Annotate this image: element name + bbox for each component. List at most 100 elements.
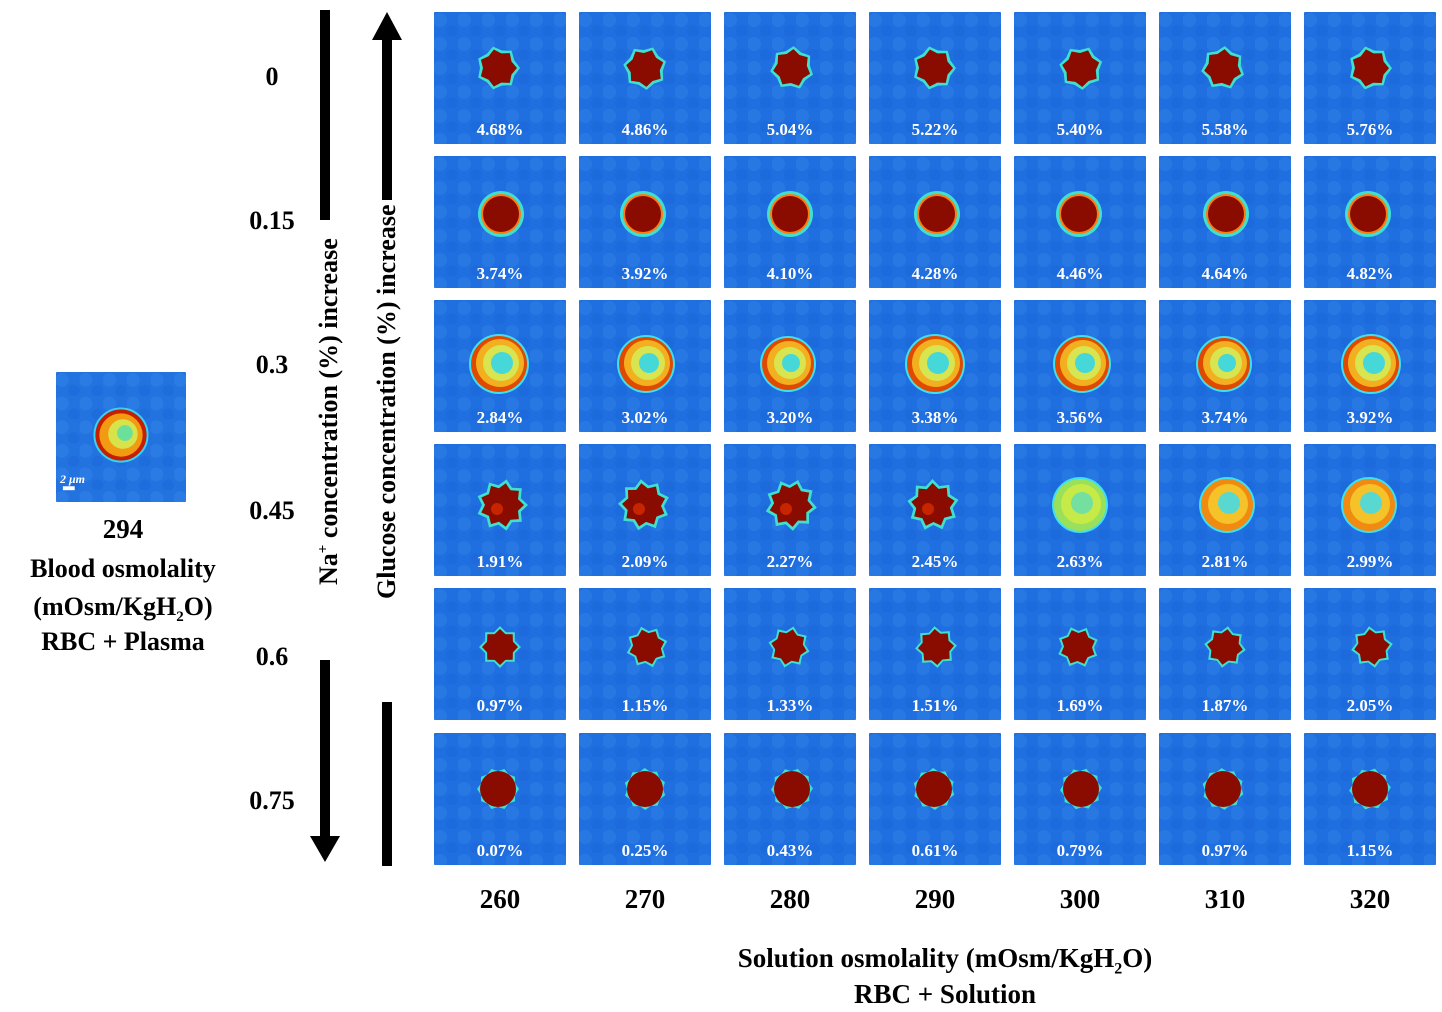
rbc-panel: 4.46%	[1014, 156, 1146, 288]
reference-value: 294	[0, 511, 246, 547]
concentration-label: 3.38%	[869, 408, 1001, 428]
rbc-panel: 2.99%	[1304, 444, 1436, 576]
rbc-panel: 0.07%	[434, 733, 566, 865]
concentration-label: 2.05%	[1304, 696, 1436, 716]
concentration-label: 4.86%	[579, 120, 711, 140]
rbc-panel: 2.05%	[1304, 588, 1436, 720]
concentration-label: 0.25%	[579, 841, 711, 861]
concentration-label: 4.28%	[869, 264, 1001, 284]
rbc-panel: 0.25%	[579, 733, 711, 865]
rbc-panel: 1.51%	[869, 588, 1001, 720]
reference-panel: 2 μm	[56, 372, 186, 502]
rbc-panel: 4.64%	[1159, 156, 1291, 288]
rbc-panel: 3.74%	[434, 156, 566, 288]
rbc-panel: 3.38%	[869, 300, 1001, 432]
concentration-label: 2.63%	[1014, 552, 1146, 572]
row-label: 0.3	[222, 350, 322, 380]
reference-label: Blood osmolality	[0, 551, 246, 587]
rbc-panel: 0.97%	[1159, 733, 1291, 865]
column-label: 300	[1014, 884, 1146, 915]
row-label: 0	[222, 62, 322, 92]
reference-condition: RBC + Plasma	[0, 624, 246, 660]
rbc-panel: 4.86%	[579, 12, 711, 144]
rbc-panel: 2.63%	[1014, 444, 1146, 576]
column-label: 270	[579, 884, 711, 915]
rbc-panel: 0.79%	[1014, 733, 1146, 865]
concentration-label: 0.97%	[434, 696, 566, 716]
concentration-label: 1.33%	[724, 696, 856, 716]
column-label: 320	[1304, 884, 1436, 915]
concentration-label: 0.61%	[869, 841, 1001, 861]
rbc-panel: 4.82%	[1304, 156, 1436, 288]
column-label: 310	[1159, 884, 1291, 915]
x-axis-subtitle: RBC + Solution	[565, 976, 1325, 1012]
rbc-panel: 1.33%	[724, 588, 856, 720]
concentration-label: 3.02%	[579, 408, 711, 428]
rbc-panel: 1.87%	[1159, 588, 1291, 720]
rbc-panel: 2.09%	[579, 444, 711, 576]
rbc-panel: 2.45%	[869, 444, 1001, 576]
row-label: 0.6	[222, 642, 322, 672]
concentration-label: 4.82%	[1304, 264, 1436, 284]
rbc-panel: 5.76%	[1304, 12, 1436, 144]
concentration-label: 4.10%	[724, 264, 856, 284]
rbc-panel: 0.43%	[724, 733, 856, 865]
concentration-label: 0.07%	[434, 841, 566, 861]
rbc-panel: 1.69%	[1014, 588, 1146, 720]
row-label: 0.45	[222, 496, 322, 526]
row-label: 0.75	[222, 786, 322, 816]
rbc-panel: 5.58%	[1159, 12, 1291, 144]
rbc-panel: 4.28%	[869, 156, 1001, 288]
scale-bar-label: 2 μm	[60, 472, 85, 487]
concentration-label: 4.46%	[1014, 264, 1146, 284]
concentration-label: 2.09%	[579, 552, 711, 572]
rbc-panel: 2.81%	[1159, 444, 1291, 576]
rbc-panel: 2.84%	[434, 300, 566, 432]
rbc-panel: 3.92%	[579, 156, 711, 288]
na-axis-label: Na+ concentration (%) increase	[314, 295, 344, 585]
concentration-label: 3.74%	[434, 264, 566, 284]
concentration-label: 5.76%	[1304, 120, 1436, 140]
rbc-panel: 1.15%	[579, 588, 711, 720]
concentration-label: 2.27%	[724, 552, 856, 572]
concentration-label: 5.58%	[1159, 120, 1291, 140]
rbc-panel: 3.20%	[724, 300, 856, 432]
concentration-label: 1.15%	[1304, 841, 1436, 861]
rbc-panel: 5.40%	[1014, 12, 1146, 144]
column-label: 290	[869, 884, 1001, 915]
concentration-label: 5.40%	[1014, 120, 1146, 140]
rbc-panel: 3.92%	[1304, 300, 1436, 432]
concentration-label: 5.04%	[724, 120, 856, 140]
column-label: 280	[724, 884, 856, 915]
column-label: 260	[434, 884, 566, 915]
rbc-panel: 0.97%	[434, 588, 566, 720]
concentration-label: 3.92%	[579, 264, 711, 284]
concentration-label: 4.68%	[434, 120, 566, 140]
concentration-label: 3.56%	[1014, 408, 1146, 428]
rbc-panel: 2.27%	[724, 444, 856, 576]
rbc-panel: 3.02%	[579, 300, 711, 432]
concentration-label: 0.43%	[724, 841, 856, 861]
rbc-panel: 5.04%	[724, 12, 856, 144]
concentration-label: 0.79%	[1014, 841, 1146, 861]
concentration-label: 1.69%	[1014, 696, 1146, 716]
concentration-label: 2.81%	[1159, 552, 1291, 572]
concentration-label: 4.64%	[1159, 264, 1291, 284]
glucose-axis-label: Glucose concentration (%) increase	[372, 279, 402, 599]
concentration-label: 5.22%	[869, 120, 1001, 140]
rbc-panel: 5.22%	[869, 12, 1001, 144]
concentration-label: 1.15%	[579, 696, 711, 716]
rbc-panel: 0.61%	[869, 733, 1001, 865]
rbc-panel: 1.91%	[434, 444, 566, 576]
concentration-label: 0.97%	[1159, 841, 1291, 861]
rbc-panel: 4.10%	[724, 156, 856, 288]
rbc-panel: 4.68%	[434, 12, 566, 144]
concentration-label: 1.91%	[434, 552, 566, 572]
rbc-panel: 3.56%	[1014, 300, 1146, 432]
concentration-label: 2.99%	[1304, 552, 1436, 572]
rbc-panel: 3.74%	[1159, 300, 1291, 432]
concentration-label: 2.45%	[869, 552, 1001, 572]
row-label: 0.15	[222, 206, 322, 236]
rbc-panel: 1.15%	[1304, 733, 1436, 865]
concentration-label: 1.51%	[869, 696, 1001, 716]
